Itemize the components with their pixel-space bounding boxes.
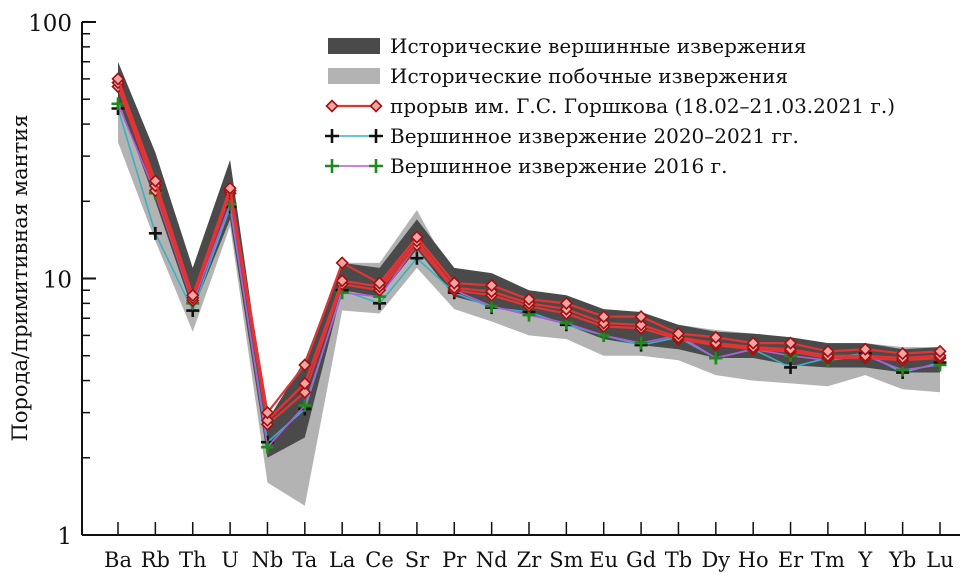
x-tick-label-eu: Eu bbox=[589, 548, 618, 572]
x-tick-label-lu: Lu bbox=[926, 548, 953, 572]
band-layer bbox=[118, 61, 940, 506]
x-ticks: Ba Rb Th U Nb Ta La Ce Sr Pr Nd Zr Sm Eu Gd Tb Dy Ho Er Tm Y… bbox=[104, 522, 954, 572]
x-tick-label-la: La bbox=[329, 548, 355, 572]
point-diamond-sm bbox=[559, 296, 573, 310]
y-tick-label: 100 bbox=[28, 11, 72, 37]
x-tick-label-ce: Ce bbox=[365, 548, 394, 572]
point-diamond-ba bbox=[111, 72, 125, 86]
point-diamond-ce bbox=[372, 276, 387, 290]
x-tick-label-sm: Sm bbox=[549, 548, 583, 572]
x-tick-label-ho: Ho bbox=[738, 548, 769, 572]
point-plus-nb bbox=[260, 440, 274, 454]
x-tick-label-gd: Gd bbox=[626, 548, 656, 572]
point-diamond-nb bbox=[260, 413, 275, 427]
x-tick-label-pr: Pr bbox=[442, 548, 467, 572]
legend-swatch-band-2 bbox=[328, 68, 380, 84]
band-1 bbox=[118, 61, 940, 458]
point-diamond-sr bbox=[410, 230, 424, 244]
point-diamond-ho bbox=[746, 336, 760, 350]
y-axis-title: Порода/примитивная мантия bbox=[8, 115, 32, 442]
legend-diamond-marker bbox=[369, 99, 383, 113]
point-diamond-dy bbox=[709, 330, 723, 344]
point-diamond-gd bbox=[634, 310, 648, 324]
point-diamond-er bbox=[783, 336, 798, 350]
point-plus-rb bbox=[148, 226, 162, 240]
point-diamond-pr bbox=[447, 276, 461, 290]
y-tick-label: 10 bbox=[43, 268, 72, 294]
legend-plus-marker bbox=[369, 129, 383, 143]
legend-swatch-band-1 bbox=[328, 38, 380, 54]
x-tick-label-nb: Nb bbox=[252, 548, 284, 572]
point-plus-ta bbox=[298, 398, 312, 412]
x-tick-label-yb: Yb bbox=[888, 548, 916, 572]
legend-plus-marker bbox=[369, 159, 383, 173]
point-diamond-la bbox=[335, 274, 349, 288]
x-tick-label-th: Th bbox=[179, 548, 207, 572]
legend-plus-marker bbox=[325, 159, 339, 173]
x-tick-label-sr: Sr bbox=[405, 548, 430, 572]
point-diamond-zr bbox=[522, 292, 536, 306]
point-diamond-yb bbox=[896, 346, 910, 361]
point-diamond-tb bbox=[671, 326, 686, 341]
point-diamond-y bbox=[858, 342, 872, 356]
x-tick-label-er: Er bbox=[778, 548, 804, 572]
point-plus-dy bbox=[709, 351, 723, 365]
point-plus-er bbox=[784, 360, 798, 374]
legend-label-4: Вершинное извержение 2020–2021 гг. bbox=[390, 124, 799, 148]
legend-label-3: прорыв им. Г.С. Горшкова (18.02–21.03.20… bbox=[390, 94, 895, 118]
series-layer bbox=[111, 72, 947, 454]
point-plus-sr bbox=[410, 251, 424, 265]
legend-plus-marker bbox=[325, 129, 339, 143]
x-tick-label-dy: Dy bbox=[701, 548, 730, 572]
point-diamond-th bbox=[186, 288, 200, 302]
x-tick-label-u: U bbox=[221, 548, 239, 572]
point-diamond-rb bbox=[148, 174, 162, 188]
point-diamond-lu bbox=[933, 344, 947, 358]
legend-label-5: Вершинное извержение 2016 г. bbox=[390, 154, 727, 178]
x-tick-label-y: Y bbox=[857, 548, 873, 572]
point-diamond-nd bbox=[485, 278, 499, 293]
point-diamond-nb bbox=[260, 405, 275, 420]
x-tick-label-rb: Rb bbox=[141, 548, 170, 572]
point-diamond-gd bbox=[634, 318, 648, 332]
y-tick-label: 1 bbox=[57, 524, 72, 550]
point-diamond-la bbox=[335, 256, 349, 270]
point-diamond-tm bbox=[821, 344, 835, 358]
point-diamond-ta bbox=[298, 385, 312, 399]
legend-label-2: Исторические побочные извержения bbox=[390, 64, 788, 88]
point-diamond-ta bbox=[298, 376, 312, 391]
point-diamond-eu bbox=[597, 310, 611, 324]
legend-diamond-marker bbox=[325, 99, 339, 113]
x-tick-label-zr: Zr bbox=[517, 548, 543, 572]
x-tick-label-tm: Tm bbox=[811, 548, 845, 572]
point-diamond-ta bbox=[298, 358, 312, 372]
legend: Исторические вершинные извержения Историч… bbox=[325, 34, 895, 178]
point-diamond-u bbox=[223, 181, 237, 195]
point-plus-gd bbox=[634, 336, 648, 350]
band-2 bbox=[118, 75, 940, 506]
legend-label-1: Исторические вершинные извержения bbox=[390, 34, 806, 58]
x-tick-label-ta: Ta bbox=[292, 548, 317, 572]
point-plus-ba bbox=[111, 97, 125, 111]
x-tick-label-ba: Ba bbox=[104, 548, 132, 572]
x-tick-label-nd: Nd bbox=[476, 548, 508, 572]
y-ticks: 1 10 100 bbox=[28, 11, 96, 550]
x-tick-label-tb: Tb bbox=[665, 548, 692, 572]
